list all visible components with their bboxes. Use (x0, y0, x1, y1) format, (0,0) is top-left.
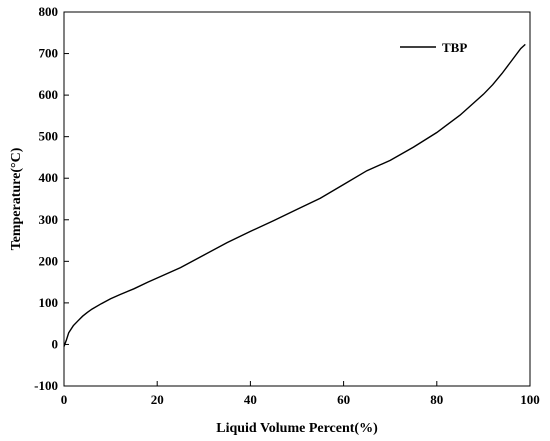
x-tick-label: 40 (244, 392, 257, 407)
x-tick-label: 80 (430, 392, 443, 407)
axis-tick-labels: 0 20 40 60 80 100-100010020030040050060070080… (34, 4, 540, 407)
x-tick-label: 20 (151, 392, 164, 407)
legend: TBP (400, 40, 467, 55)
y-tick-label: 0 (52, 336, 59, 351)
x-tick-label: 0 (61, 392, 68, 407)
x-axis-title: Liquid Volume Percent(%) (216, 421, 378, 436)
axis-ticks (63, 11, 531, 387)
series-line-tbp (63, 43, 526, 347)
y-tick-label: 100 (39, 295, 59, 310)
y-tick-label: 200 (39, 253, 59, 268)
y-tick-label: 800 (39, 4, 59, 19)
y-axis-title: Temperature(°C) (9, 147, 24, 250)
y-tick-label: 400 (39, 170, 59, 185)
legend-label-tbp: TBP (442, 40, 467, 55)
y-tick-label: 300 (39, 212, 59, 227)
y-tick-label: -100 (34, 378, 58, 393)
x-tick-label: 100 (520, 392, 540, 407)
x-tick-label: 60 (337, 392, 350, 407)
y-tick-label: 600 (39, 87, 59, 102)
plot-frame (63, 11, 531, 387)
y-tick-label: 500 (39, 129, 59, 144)
y-tick-label: 700 (39, 46, 59, 61)
